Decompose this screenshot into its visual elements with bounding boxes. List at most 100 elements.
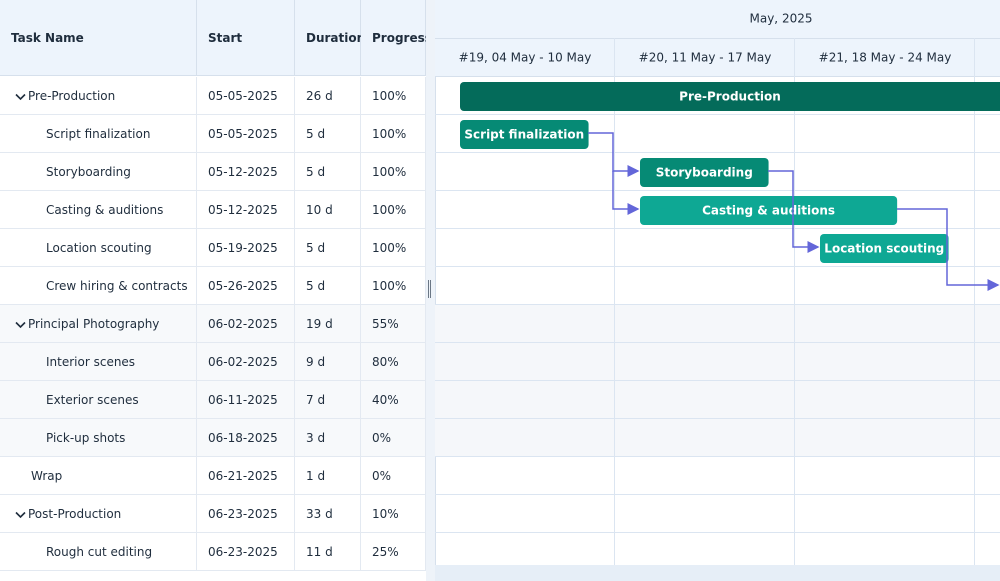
dependency-link <box>768 170 820 253</box>
scrollbar[interactable] <box>435 565 1000 581</box>
grid-cell: 0% <box>361 419 426 457</box>
cell-text: 06-21-2025 <box>208 469 278 483</box>
cell-text: 7 d <box>306 393 326 407</box>
grid-cell: 5 d <box>295 115 361 153</box>
cell-text: 05-05-2025 <box>208 127 278 141</box>
cell-text: 5 d <box>306 127 326 141</box>
grid-cell: 06-02-2025 <box>197 305 295 343</box>
column-header: Start <box>197 0 295 76</box>
grid-cell: 05-05-2025 <box>197 115 295 153</box>
grid-cell: 05-05-2025 <box>197 77 295 115</box>
cell-text: 33 d <box>306 507 333 521</box>
cell-text: 100% <box>372 279 407 293</box>
task-bar[interactable]: Script finalization <box>460 120 589 149</box>
cell-text: 5 d <box>306 241 326 255</box>
cell-text: 40% <box>372 393 399 407</box>
grid-cell: 10% <box>361 495 426 533</box>
cell-text: 06-18-2025 <box>208 431 278 445</box>
grid-cell: Location scouting <box>0 229 197 267</box>
grid-cell: Pre-Production <box>0 77 197 115</box>
grid-cell: Principal Photography <box>0 305 197 343</box>
grid-cell: 26 d <box>295 77 361 115</box>
bar-label: Casting & auditions <box>702 204 835 218</box>
grid-cell: Pick-up shots <box>0 419 197 457</box>
bar-rect <box>460 82 1000 111</box>
column-title: Start <box>208 31 243 45</box>
task-bar[interactable]: Casting & auditions <box>640 196 898 225</box>
grid-cell: 06-21-2025 <box>197 457 295 495</box>
grid-cell: 06-02-2025 <box>197 343 295 381</box>
cell-text: 05-05-2025 <box>208 89 278 103</box>
grid-cell: 3 d <box>295 419 361 457</box>
grid-cell: 55% <box>361 305 426 343</box>
task-grid: Task Name Start Duration Progress Pre-Produc… <box>0 0 432 581</box>
cell-text: 26 d <box>306 89 333 103</box>
bar-label: Location scouting <box>824 242 944 256</box>
month-label: May, 2025 <box>750 12 813 26</box>
bar-rect <box>460 120 589 149</box>
grid-cell: 19 d <box>295 305 361 343</box>
grid-cell: Interior scenes <box>0 343 197 381</box>
grid-cell: 80% <box>361 343 426 381</box>
grid-cell: 11 d <box>295 533 361 571</box>
grid-cell: Post-Production <box>0 495 197 533</box>
bar-rect <box>820 234 949 263</box>
cell-text: 100% <box>372 127 407 141</box>
cell-text: 25% <box>372 545 399 559</box>
grid-cell: Crew hiring & contracts <box>0 267 197 305</box>
bar-label: Pre-Production <box>679 90 781 104</box>
cell-text: 100% <box>372 165 407 179</box>
grid-cell: 05-12-2025 <box>197 191 295 229</box>
cell-text: 0% <box>372 431 392 445</box>
grid-cell: 06-23-2025 <box>197 495 295 533</box>
dependency-links <box>588 132 1000 291</box>
column-title: Task Name <box>11 31 84 45</box>
week-label: #20, 11 May - 17 May <box>639 51 772 65</box>
cell-text: 05-12-2025 <box>208 165 278 179</box>
cell-text: 06-11-2025 <box>208 393 278 407</box>
cell-text: 10 d <box>306 203 333 217</box>
cell-text: 06-23-2025 <box>208 507 278 521</box>
row-shade <box>435 381 1000 419</box>
column-header: Progress <box>361 0 432 76</box>
timeline: May, 2025 #19, 04 May - 10 May #20, 11 May… <box>435 0 1000 581</box>
week-label: #19, 04 May - 10 May <box>459 51 592 65</box>
grid-cell: 06-18-2025 <box>197 419 295 457</box>
cell-text: 10% <box>372 507 399 521</box>
task-bar[interactable]: Location scouting <box>820 234 949 263</box>
grid-cell: 5 d <box>295 267 361 305</box>
task-bar[interactable]: Storyboarding <box>640 158 769 187</box>
grid-cell: 5 d <box>295 229 361 267</box>
bar-label: Script finalization <box>464 128 584 142</box>
grid-cell: 0% <box>361 457 426 495</box>
cell-text: Casting & auditions <box>46 203 164 217</box>
grid-cell: 100% <box>361 153 426 191</box>
grid-cell: 100% <box>361 115 426 153</box>
bar-rect <box>640 196 898 225</box>
cell-text: Script finalization <box>46 127 151 141</box>
task-bar[interactable]: Pre-Production <box>460 82 1000 111</box>
grid-cell: 06-11-2025 <box>197 381 295 419</box>
grid-cell: 100% <box>361 229 426 267</box>
cell-text: 3 d <box>306 431 326 445</box>
grid-cell: Script finalization <box>0 115 197 153</box>
expand-toggle[interactable] <box>15 305 28 342</box>
cell-text: Exterior scenes <box>46 393 139 407</box>
cell-text: 100% <box>372 241 407 255</box>
cell-text: Rough cut editing <box>46 545 153 559</box>
grid-cell: 7 d <box>295 381 361 419</box>
grid-cell: Wrap <box>0 457 197 495</box>
cell-text: Interior scenes <box>46 355 136 369</box>
dependency-link <box>612 171 640 215</box>
week-label: #21, 18 May - 24 May <box>819 51 952 65</box>
cell-text: 55% <box>372 317 399 331</box>
grid-cell: 10 d <box>295 191 361 229</box>
grid-cell: 33 d <box>295 495 361 533</box>
splitter-handle[interactable] <box>428 280 431 298</box>
expand-toggle[interactable] <box>15 495 28 532</box>
splitter[interactable] <box>426 0 436 581</box>
expand-toggle[interactable] <box>15 77 28 114</box>
cell-text: 06-02-2025 <box>208 355 278 369</box>
bar-label: Storyboarding <box>656 166 753 180</box>
row-shade <box>435 419 1000 457</box>
